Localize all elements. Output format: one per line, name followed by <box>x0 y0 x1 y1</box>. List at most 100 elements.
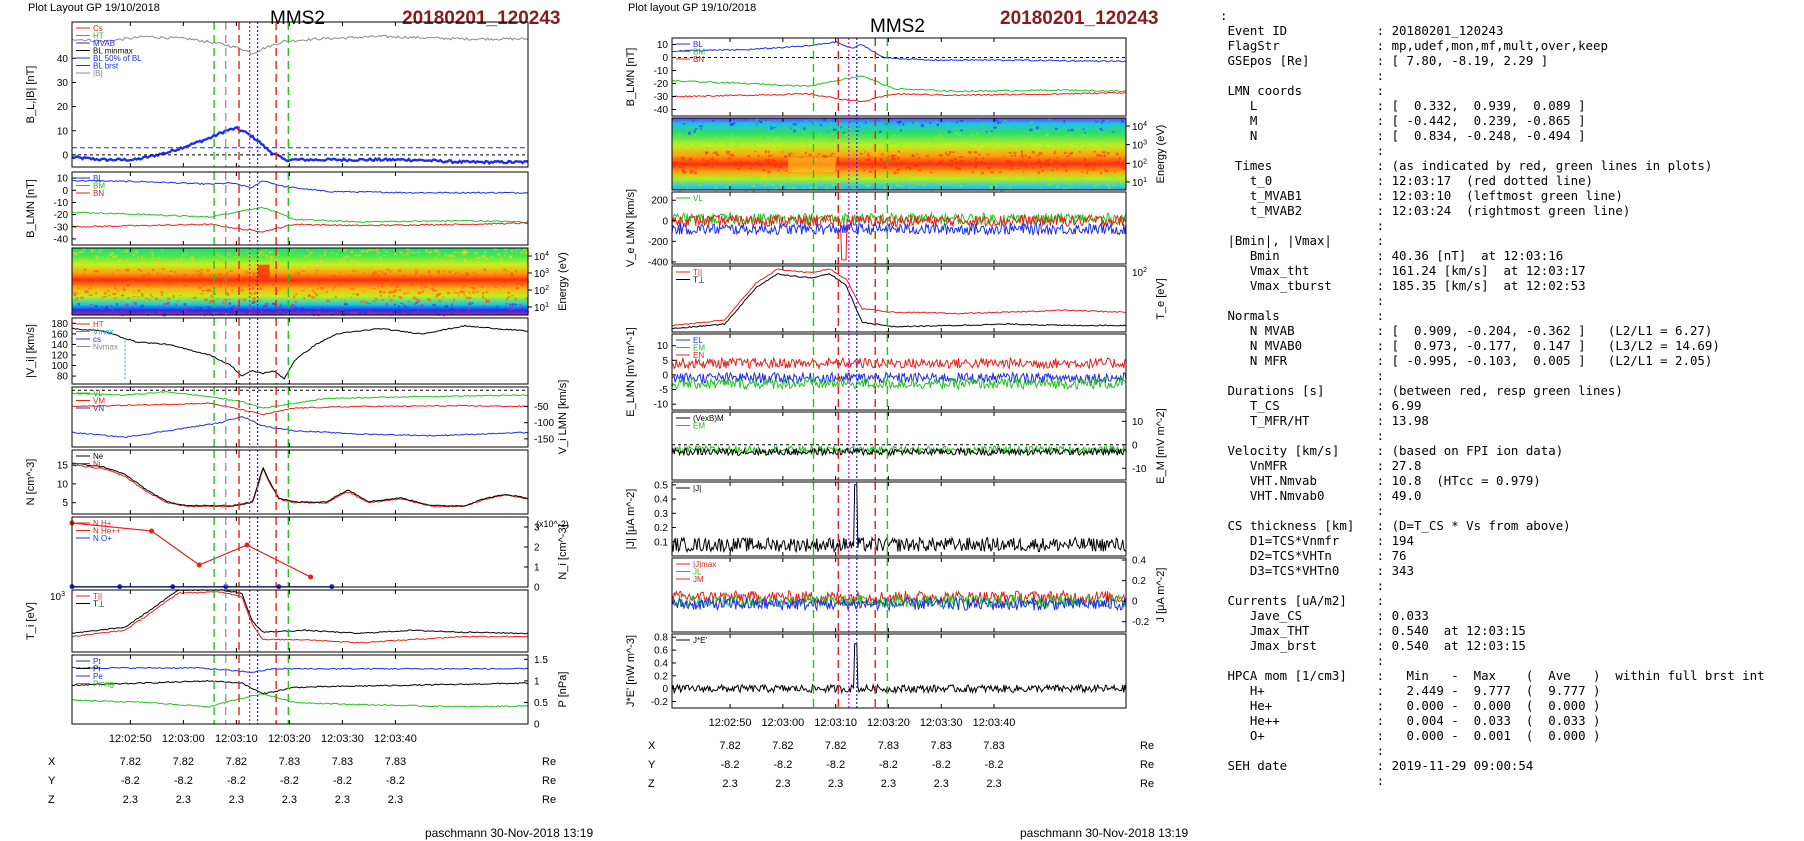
info-value: : (as indicated by red, green lines in p… <box>1376 158 1713 173</box>
panel-frame <box>671 333 1127 411</box>
info-row: Vmax_tburst : 185.35 [km/s] at 12:02:53 <box>1220 278 1765 293</box>
legend: (VexB)MEM <box>676 414 724 431</box>
y-tick-label: 101 <box>534 302 549 314</box>
y-tick-label: 140 <box>51 340 68 351</box>
y-tick-label: 103 <box>1132 140 1147 152</box>
info-row: Jave_CS : 0.033 <box>1220 608 1765 623</box>
info-key <box>1220 578 1377 593</box>
info-key: Times <box>1220 158 1377 173</box>
panel-left-spec: 104 103 102 101 Energy (eV) <box>71 247 569 317</box>
panel-frame <box>671 265 1127 333</box>
panel-right-te: 102 T_e [eV] T||T⊥ <box>671 265 1167 333</box>
info-key: Normals <box>1220 308 1377 323</box>
legend-entry: Ni <box>93 460 101 469</box>
legend: |J| <box>676 484 701 493</box>
legend-entry: BL <box>693 40 703 49</box>
info-key: T_CS <box>1220 398 1377 413</box>
legend-entry: VL <box>93 389 103 398</box>
position-label-x: X <box>48 756 56 768</box>
info-row: O+ : 0.000 - 0.001 ( 0.000 ) <box>1220 728 1765 743</box>
info-key <box>1220 143 1377 158</box>
info-row: CS thickness [km] : (D=T_CS * Vs from ab… <box>1220 518 1765 533</box>
y-tick-label: 103 <box>534 268 549 280</box>
legend-entry: T|| <box>693 268 702 277</box>
info-row: L : [ 0.332, 0.939, 0.089 ] <box>1220 98 1765 113</box>
position-label-x: X <box>648 740 656 752</box>
y-tick-label: 120 <box>51 350 68 361</box>
panel-right-j: 0.5 0.4 0.3 0.2 0.1 |J| [μA m^-2] |J| <box>625 480 1127 557</box>
legend: J*E' <box>676 636 707 645</box>
position-value: 7.82 <box>824 740 847 752</box>
x-tick-label: 12:03:40 <box>973 717 1016 729</box>
info-key: SEH date <box>1220 758 1377 773</box>
series--vi- <box>71 324 528 380</box>
x-tick-label: 12:03:10 <box>814 717 857 729</box>
info-row: : <box>1220 503 1765 518</box>
x-tick-label: 12:03:30 <box>321 733 364 745</box>
info-key <box>1220 503 1377 518</box>
info-key: N MVAB0 <box>1220 338 1377 353</box>
position-value: -8.2 <box>279 775 299 787</box>
y-tick-label: -0.2 <box>1132 617 1150 628</box>
y-tick-label: 40 <box>57 54 69 65</box>
y-tick-label: 5 <box>62 498 68 509</box>
y-tick-label: -50 <box>534 402 549 413</box>
series-bl <box>671 40 1127 63</box>
info-key: M <box>1220 113 1377 128</box>
position-value: 2.3 <box>281 794 298 806</box>
unit-note: (x10^-2) <box>536 519 569 529</box>
info-value: : 76 <box>1376 548 1407 563</box>
info-row: : <box>1220 773 1765 788</box>
info-key: L <box>1220 98 1377 113</box>
info-key: D3=TCS*VHTn0 <box>1220 563 1377 578</box>
legend-entry: BL 50% of BL <box>93 54 142 63</box>
series-ne <box>71 462 529 507</box>
layout-label-right: Plot layout GP 19/10/2018 <box>628 2 757 14</box>
x-tick-label: 12:03:40 <box>374 733 417 745</box>
info-value: : [ 0.332, 0.939, 0.089 ] <box>1376 98 1586 113</box>
position-value: 2.3 <box>880 778 897 790</box>
series-bm <box>671 75 1127 93</box>
info-row: N MVAB0 : [ 0.973, -0.177, 0.147 ] (L3/L… <box>1220 338 1765 353</box>
y-axis-label: |J| [μA m^-2] <box>625 489 637 550</box>
info-value: : 10.8 (HTcc = 0.979) <box>1376 473 1541 488</box>
panel-frame <box>671 481 1127 557</box>
spacecraft-label-left: MMS2 <box>270 8 325 29</box>
info-value: : (D=T_CS * Vs from above) <box>1376 518 1571 533</box>
legend-entry: BL minmax <box>93 47 133 56</box>
info-row: H+ : 2.449 - 9.777 ( 9.777 ) <box>1220 683 1765 698</box>
legend-entry: HT <box>93 320 104 329</box>
series-n-he- <box>71 522 311 578</box>
series-j-e- <box>671 643 1127 695</box>
y-axis-label: V_i LMN [km/s] <box>557 380 569 455</box>
panel-frame <box>671 633 1127 709</box>
legend-entry: BN <box>93 189 104 198</box>
position-label-y: Y <box>648 759 656 771</box>
position-value: 7.83 <box>930 740 952 752</box>
footer-right: paschmann 30-Nov-2018 13:19 <box>1020 826 1189 840</box>
y-tick-label: 104 <box>1132 121 1147 133</box>
legend-entry: Pe <box>93 672 103 681</box>
y-tick-label: 0 <box>534 583 540 594</box>
position-unit: Re <box>1140 740 1155 752</box>
y-tick-label: 0.2 <box>654 523 668 534</box>
position-label-z: Z <box>648 778 655 790</box>
info-row: : <box>1220 68 1765 83</box>
info-value: : <box>1376 218 1385 233</box>
y-tick-label: 0 <box>534 720 540 731</box>
y-axis-label: E_M [mV m^-2] <box>1155 408 1167 483</box>
info-key: HPCA mom [1/cm3] <box>1220 668 1377 683</box>
series-vn <box>71 416 529 439</box>
y-tick-label: 5 <box>662 356 668 367</box>
info-value: : 0.000 - 0.001 ( 0.000 ) <box>1376 728 1601 743</box>
y-axis-label: B_L,|B| [nT] <box>25 66 37 124</box>
position-value: 7.83 <box>278 756 301 768</box>
info-key: VHT.Nmvab <box>1220 473 1377 488</box>
info-value: : <box>1376 578 1385 593</box>
